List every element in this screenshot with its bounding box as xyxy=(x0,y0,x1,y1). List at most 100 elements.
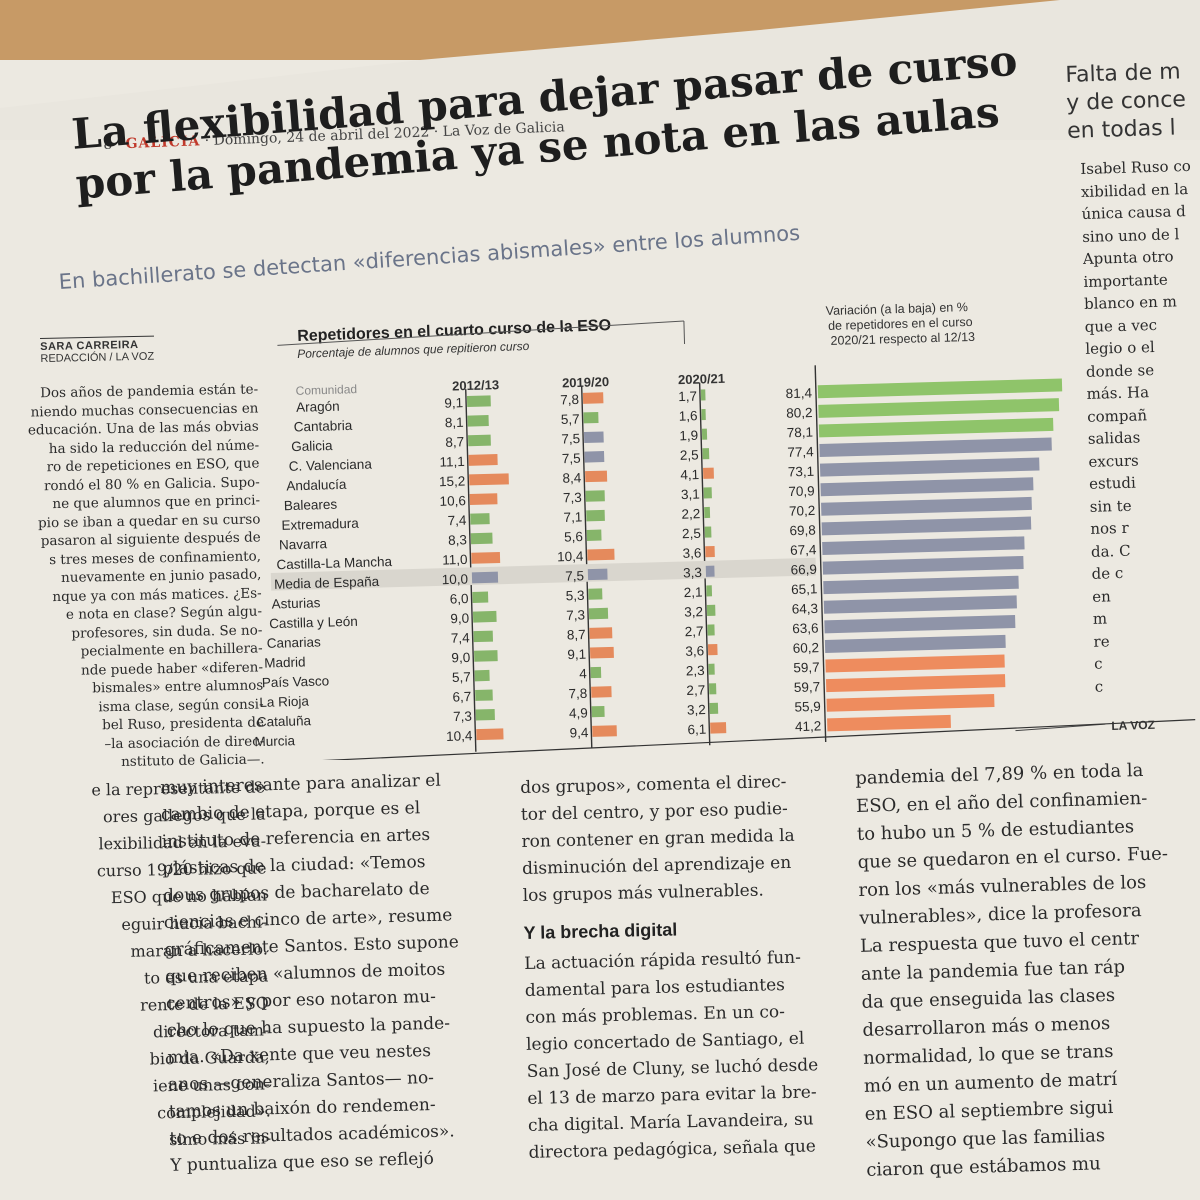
data-bar xyxy=(583,431,604,443)
variation-bar xyxy=(825,674,1006,693)
value-label: 5,6 xyxy=(564,529,583,545)
value-label: 5,7 xyxy=(561,412,580,428)
value-label: 6,1 xyxy=(687,722,706,738)
variation-bar xyxy=(822,555,1024,575)
data-bar xyxy=(708,663,715,675)
data-bar xyxy=(468,454,498,466)
data-bar xyxy=(589,646,614,659)
variation-value-label: 60,2 xyxy=(793,640,820,656)
data-bar xyxy=(468,434,491,447)
column-header: Comunidad xyxy=(296,382,358,398)
community-label: Galicia xyxy=(291,438,333,454)
data-bar xyxy=(585,490,605,502)
community-label: Asturias xyxy=(271,595,320,611)
chart-frame-line xyxy=(277,320,684,346)
variation-bar xyxy=(827,714,951,732)
data-bar xyxy=(476,728,504,741)
variation-value-label: 80,2 xyxy=(786,405,813,421)
chart-source: LA VOZ xyxy=(1111,718,1155,733)
variation-bar xyxy=(823,575,1019,595)
data-bar xyxy=(703,487,712,499)
data-bar xyxy=(589,627,613,639)
data-bar xyxy=(472,610,497,623)
variation-bar xyxy=(820,477,1034,497)
value-label: 5,3 xyxy=(566,588,585,604)
variation-value-label: 77,4 xyxy=(787,444,814,460)
value-label: 3,1 xyxy=(681,487,700,503)
community-label: Navarra xyxy=(279,536,328,552)
data-bar xyxy=(701,408,706,421)
value-label: 6,7 xyxy=(452,689,471,705)
value-label: 9,0 xyxy=(450,611,469,627)
data-bar xyxy=(582,392,604,404)
value-label: 7,8 xyxy=(560,392,579,408)
column-text: dos grupos», comenta el direc-tor del ce… xyxy=(520,768,853,910)
value-label: 15,2 xyxy=(439,474,466,490)
data-bar xyxy=(704,526,712,538)
data-bar xyxy=(710,722,727,734)
variation-bar xyxy=(826,694,995,712)
value-label: 9,1 xyxy=(567,647,586,663)
value-label: 7,3 xyxy=(453,709,472,725)
data-bar xyxy=(471,571,499,584)
data-bar xyxy=(475,709,495,721)
column-header: 2019/20 xyxy=(562,374,609,390)
value-label: 9,1 xyxy=(444,395,463,411)
value-label: 2,5 xyxy=(682,526,701,542)
value-label: 4 xyxy=(579,666,587,681)
variation-value-label: 55,9 xyxy=(794,699,821,715)
data-bar xyxy=(703,467,714,479)
variation-value-label: 67,4 xyxy=(790,542,817,558)
value-label: 8,7 xyxy=(445,434,464,450)
data-bar xyxy=(475,689,493,701)
data-bar xyxy=(702,448,710,460)
community-label: Andalucía xyxy=(286,477,347,494)
column-text: Dos años de pandemia están te-niendo muc… xyxy=(0,380,265,773)
value-label: 3,6 xyxy=(685,643,704,659)
variation-value-label: 66,9 xyxy=(790,562,817,578)
value-label: 4,1 xyxy=(680,467,699,483)
value-label: 7,4 xyxy=(447,513,467,529)
value-label: 7,1 xyxy=(563,509,582,525)
source-rule xyxy=(1015,723,1106,732)
variation-bar xyxy=(822,536,1025,555)
variation-bar xyxy=(819,437,1052,458)
community-label: C. Valenciana xyxy=(289,457,373,474)
article-column-2: muy interesante para analizar el cambio d… xyxy=(160,766,530,1180)
value-label: 4,9 xyxy=(569,705,588,721)
community-label: Baleares xyxy=(284,497,338,513)
data-bar xyxy=(467,415,489,427)
value-label: 2,1 xyxy=(683,585,702,601)
data-bar xyxy=(471,551,501,564)
value-label: 1,6 xyxy=(679,408,698,424)
variation-value-label: 70,9 xyxy=(788,483,815,499)
data-bar xyxy=(586,509,605,522)
column-header: 2012/13 xyxy=(452,377,499,393)
value-label: 2,7 xyxy=(686,683,705,699)
community-label: Cantabria xyxy=(293,418,352,435)
community-label: Cataluña xyxy=(257,713,312,730)
data-bar xyxy=(701,428,708,440)
value-label: 3,6 xyxy=(682,545,701,561)
data-bar xyxy=(707,624,715,636)
value-label: 2,5 xyxy=(680,447,699,463)
data-bar xyxy=(474,669,490,682)
value-label: 7,8 xyxy=(568,686,587,702)
article-column-3: dos grupos», comenta el direc-tor del ce… xyxy=(520,768,859,1167)
value-label: 7,4 xyxy=(451,630,471,646)
data-bar xyxy=(706,604,716,617)
value-label: 6,0 xyxy=(450,591,469,607)
chart-bottom-rule xyxy=(246,719,1196,760)
chart-frame-line xyxy=(683,320,686,344)
variation-bar xyxy=(824,615,1016,634)
data-bar xyxy=(591,686,612,698)
value-label: 9,0 xyxy=(451,650,470,666)
data-bar xyxy=(705,565,715,577)
value-label: 8,7 xyxy=(567,627,586,643)
value-label: 7,5 xyxy=(565,568,584,584)
column-text: La actuación rápida resultó fun-damental… xyxy=(524,943,859,1166)
value-label: 10,4 xyxy=(446,728,473,744)
variation-value-label: 65,1 xyxy=(791,581,818,597)
value-label: 3,3 xyxy=(683,565,702,581)
data-bar xyxy=(469,473,509,486)
